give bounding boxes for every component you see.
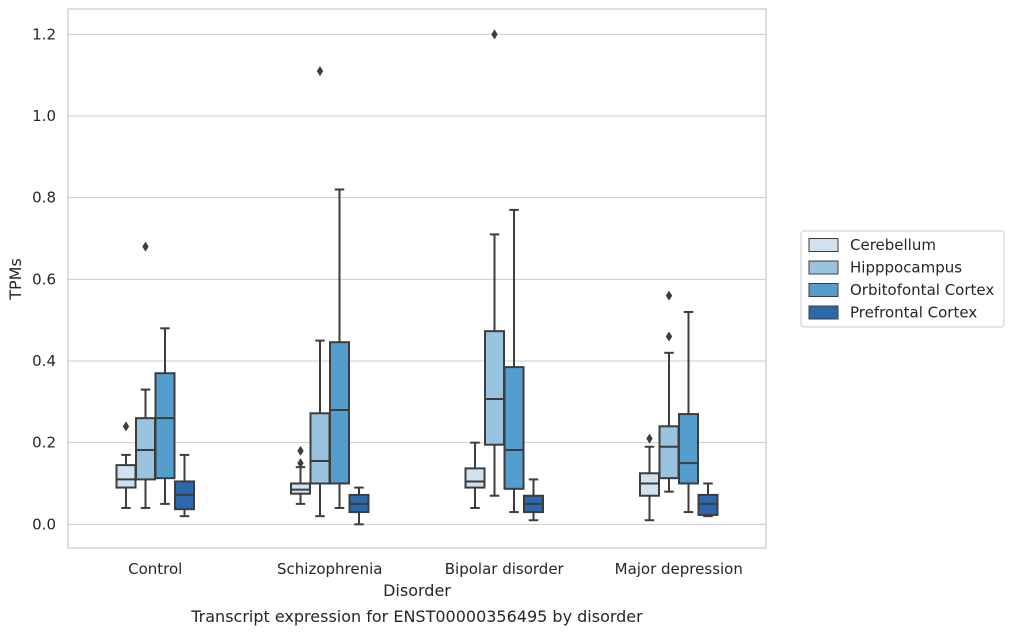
box-iqr bbox=[484, 330, 505, 446]
outlier-point bbox=[142, 241, 149, 252]
outlier-point bbox=[297, 458, 304, 469]
legend-swatch bbox=[808, 305, 839, 320]
legend-label: Orbitofontal Cortex bbox=[850, 281, 994, 299]
legend-label: Cerebellum bbox=[850, 236, 936, 254]
x-tick-labels: Control Schizophrenia Bipolar disorder Majo… bbox=[128, 560, 743, 578]
box-iqr bbox=[678, 413, 699, 485]
box-iqr bbox=[309, 412, 331, 485]
y-tick-label: 0.2 bbox=[32, 434, 56, 452]
outlier-point bbox=[491, 29, 498, 40]
outlier-point bbox=[316, 66, 324, 77]
y-tick-label: 0.0 bbox=[32, 515, 56, 533]
box-iqr bbox=[154, 372, 176, 480]
box-hipppocampus bbox=[658, 290, 680, 493]
box-prefrontal-cortex bbox=[697, 482, 719, 518]
box-groups bbox=[115, 29, 719, 526]
box-iqr bbox=[503, 366, 525, 490]
legend-swatch bbox=[808, 283, 839, 297]
box-cerebellum bbox=[464, 441, 486, 509]
outlier-point bbox=[646, 433, 653, 444]
x-axis-label: Disorder bbox=[383, 581, 451, 600]
box-orbitofontal-cortex bbox=[154, 327, 176, 505]
y-tick-labels: 0.0 0.2 0.4 0.6 0.8 1.0 1.2 bbox=[32, 25, 56, 533]
box-orbitofontal-cortex bbox=[678, 310, 699, 514]
x-tick-label: Schizophrenia bbox=[277, 560, 382, 578]
legend-label: Prefrontal Cortex bbox=[850, 304, 977, 322]
y-axis-label: TPMs bbox=[6, 258, 25, 301]
legend-swatch bbox=[808, 238, 839, 252]
box-hipppocampus bbox=[484, 29, 505, 497]
box-iqr bbox=[135, 417, 156, 481]
figure-caption: Transcript expression for ENST0000035649… bbox=[190, 607, 643, 626]
box-iqr bbox=[290, 482, 311, 495]
outlier-point bbox=[665, 331, 673, 342]
box-cerebellum bbox=[290, 445, 311, 505]
x-tick-label: Major depression bbox=[615, 560, 743, 578]
box-prefrontal-cortex bbox=[523, 478, 544, 522]
y-gridlines bbox=[68, 33, 766, 525]
y-tick-label: 0.8 bbox=[32, 189, 56, 207]
y-tick-label: 1.0 bbox=[32, 107, 56, 125]
x-tick-label: Control bbox=[128, 560, 182, 578]
box-cerebellum bbox=[115, 421, 137, 509]
box-orbitofontal-cortex bbox=[329, 188, 350, 509]
y-tick-label: 0.6 bbox=[32, 270, 56, 288]
legend-frame bbox=[800, 230, 1005, 328]
box-iqr bbox=[115, 464, 137, 489]
box-iqr bbox=[658, 425, 680, 480]
y-tick-label: 0.4 bbox=[32, 352, 56, 370]
plot-frame bbox=[67, 8, 767, 549]
box-prefrontal-cortex bbox=[174, 453, 195, 518]
box-iqr bbox=[329, 341, 350, 485]
box-prefrontal-cortex bbox=[348, 486, 370, 526]
box-iqr bbox=[639, 472, 660, 497]
legend: Cerebellum Hipppocampus Orbitofontal Corte… bbox=[800, 230, 1005, 328]
legend-label: Hipppocampus bbox=[850, 259, 962, 277]
outlier-point bbox=[665, 290, 673, 301]
x-tick-label: Bipolar disorder bbox=[445, 560, 565, 578]
box-orbitofontal-cortex bbox=[503, 208, 525, 514]
y-tick-label: 1.2 bbox=[32, 25, 56, 43]
outlier-point bbox=[297, 445, 304, 456]
box-iqr bbox=[697, 493, 719, 516]
legend-swatch bbox=[808, 260, 839, 275]
box-cerebellum bbox=[639, 433, 660, 522]
outlier-point bbox=[122, 421, 130, 432]
box-iqr bbox=[464, 467, 486, 489]
